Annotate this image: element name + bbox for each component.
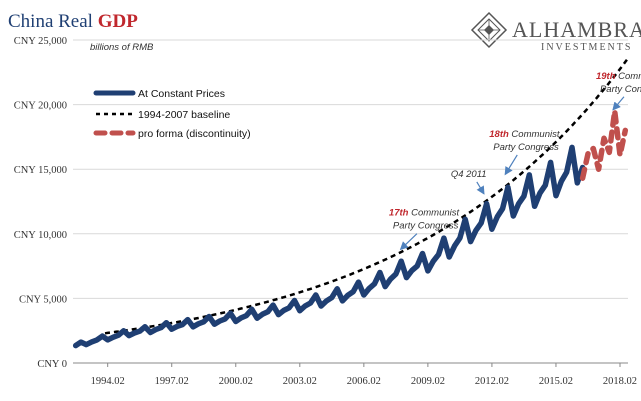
annotation-label-line2: Party Congress [493,142,559,153]
chart-title-gdp: GDP [98,11,139,32]
annotation-arrow [612,96,625,111]
series-line-baseline [104,57,629,335]
annotation-label: 19th Communist [596,71,641,82]
chart-title-main: China Real [8,11,93,32]
x-axis: 1994.02 1997.02 2000.02 2003.02 2006.02 2009.… [91,363,637,387]
annotation-label-line2: Party Congress [393,221,459,232]
x-tick-label: 2015.02 [539,376,573,387]
legend-label-constant-prices: At Constant Prices [138,88,225,100]
annotation-label: Q4 2011 [451,169,487,180]
series-line-pro-forma [579,108,629,181]
y-tick-label: CNY 10,000 [14,230,67,241]
logo-name: ALHAMBRA [512,17,641,42]
legend-label-pro-forma: pro forma (discontinuity) [138,128,251,140]
y-axis: CNY 0 CNY 5,000 CNY 10,000 CNY 15,000 CNY 20… [14,36,67,370]
x-tick-label: 2003.02 [283,376,317,387]
y-tick-label: CNY 5,000 [19,294,67,305]
y-tick-label: CNY 20,000 [14,101,67,112]
annotation-congress-number: 19th [596,71,616,82]
chart-title: China Real GDP [8,11,138,32]
alhambra-logo: ALHAMBRA INVESTMENTS [470,11,641,53]
logo-subtitle: INVESTMENTS [541,42,632,53]
logo-diamond-icon [470,11,508,49]
x-tick-label: 2006.02 [347,376,381,387]
y-gridlines [73,39,628,364]
series-line-constant-prices [72,144,586,349]
annotations: 17th Communist Party Congress Q4 2011 18th … [389,71,641,251]
annotation-congress-number: 18th [489,129,509,140]
annotation-arrow [504,154,518,176]
x-tick-label: 2012.02 [475,376,509,387]
legend: At Constant Prices 1994-2007 baseline pr… [93,88,251,140]
y-tick-label: CNY 15,000 [14,165,67,176]
annotation-arrow [399,233,418,251]
annotation-congress-number: 17th [389,208,409,219]
annotation-label: 18th Communist [489,129,560,140]
x-tick-label: 1994.02 [91,376,125,387]
x-tick-label: 1997.02 [155,376,189,387]
annotation-arrow [476,181,485,195]
annotation-label: 17th Communist [389,208,460,219]
x-tick-label: 2018.02 [603,376,637,387]
series-layer [72,57,629,349]
y-tick-label: CNY 0 [37,359,67,370]
y-tick-label: CNY 25,000 [14,36,67,47]
x-tick-label: 2000.02 [219,376,253,387]
annotation-label-line2: Party Congress [600,84,641,95]
legend-label-baseline: 1994-2007 baseline [138,109,230,121]
x-tick-label: 2009.02 [411,376,445,387]
chart-subtitle: billions of RMB [90,42,154,53]
